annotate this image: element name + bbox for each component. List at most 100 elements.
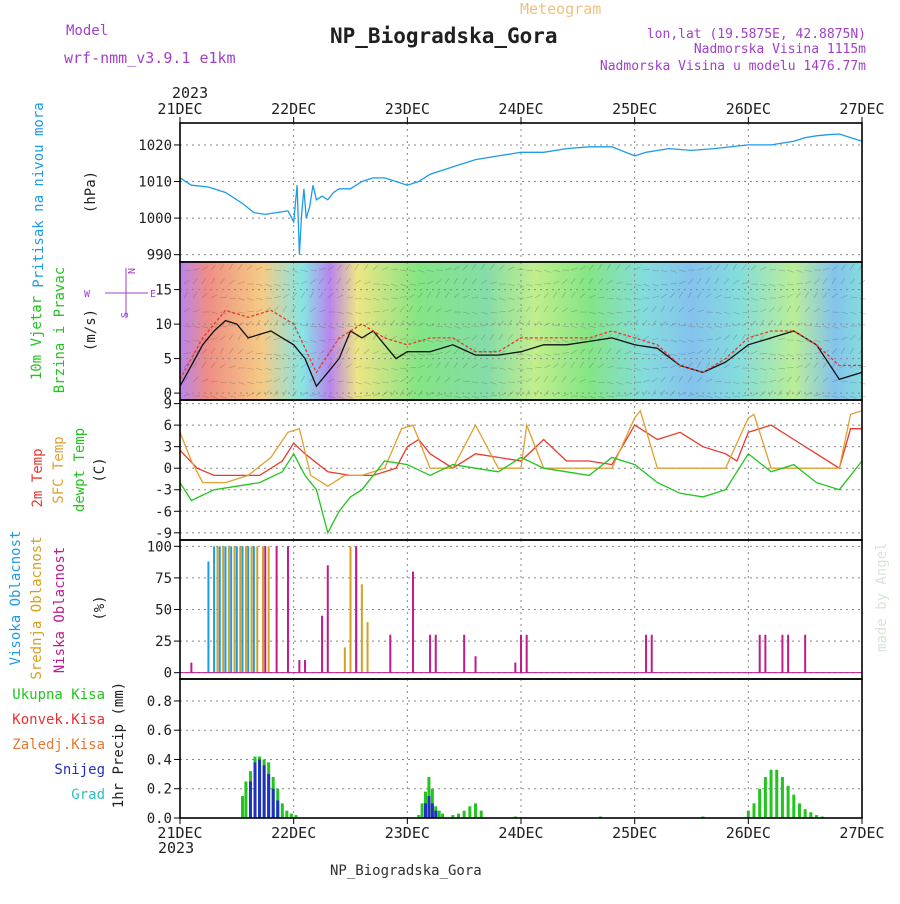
series-bar	[764, 777, 767, 818]
series-bar	[526, 635, 528, 673]
series-bar	[224, 546, 226, 672]
model-name: wrf-nmm_v3.9.1 e1km	[64, 49, 236, 67]
cloud-label-1: Visoka Oblacnost	[8, 531, 24, 666]
wind-barb-field	[180, 262, 862, 400]
series-bar	[244, 781, 247, 818]
series-bar	[217, 546, 219, 672]
footer-station: NP_Biogradska_Gora	[330, 863, 482, 879]
y-tick-label: 990	[147, 248, 172, 264]
panel-frame	[180, 123, 862, 262]
wind-unit: (m/s)	[83, 309, 99, 351]
series-bar	[344, 647, 346, 672]
series-bar	[389, 635, 391, 673]
time-tick-label-bottom: 22DEC	[271, 824, 316, 842]
series-bar	[251, 546, 253, 672]
series-bar	[268, 546, 270, 672]
series-bar	[327, 565, 329, 672]
series-bar	[435, 635, 437, 673]
precip-panel-labels: Ukupna Kisa Konvek.Kisa Zaledj.Kisa Snij…	[12, 682, 127, 808]
y-tick-label: 10	[155, 317, 172, 333]
model-label: Model	[66, 23, 108, 39]
temp-unit: (C)	[92, 457, 108, 482]
time-tick-label-top: 21DEC	[157, 100, 202, 118]
series-bar	[645, 635, 647, 673]
watermark: made by Angel	[874, 542, 890, 652]
y-tick-label: 25	[155, 634, 172, 650]
pressure-panel-labels: Pritisak na nivou mora (hPa)	[31, 102, 99, 287]
y-tick-label: 6	[164, 418, 172, 434]
series-bar	[355, 546, 357, 672]
series-bar	[809, 812, 812, 818]
series-bar	[463, 811, 466, 818]
series-bar	[222, 546, 224, 672]
lonlat-label: lon,lat (19.5875E, 42.8875N)	[647, 27, 866, 42]
series-bar	[241, 796, 244, 818]
y-tick-label: 0	[164, 666, 172, 682]
altitude-label: Nadmorska Visina 1115m	[694, 42, 866, 57]
time-tick-label-top: 27DEC	[839, 100, 884, 118]
series-bar	[242, 546, 244, 672]
cloud-panel-labels: Visoka Oblacnost Srednja Oblacnost Niska…	[8, 531, 108, 680]
series-bar	[753, 803, 756, 818]
y-tick-label: -6	[155, 504, 172, 520]
y-tick-label: 0.8	[147, 694, 172, 710]
y-tick-label: 100	[147, 539, 172, 555]
meteogram-label: Meteogram	[520, 0, 601, 18]
series-line	[180, 134, 862, 255]
series-bar	[258, 759, 261, 818]
series-bar	[254, 762, 257, 818]
compass-s: S	[120, 312, 131, 318]
precip-label-2: Konvek.Kisa	[12, 712, 105, 728]
series-bar	[276, 800, 279, 818]
pressure-unit: (hPa)	[83, 171, 99, 213]
station-title: NP_Biogradska_Gora	[330, 24, 558, 48]
precip-panel: 0.00.20.40.60.8	[147, 679, 862, 827]
series-bar	[263, 765, 266, 818]
series-bar	[249, 781, 252, 818]
time-tick-label-bottom: 27DEC	[839, 824, 884, 842]
cloud-unit: (%)	[92, 595, 108, 620]
precip-label-3: Zaledj.Kisa	[12, 737, 105, 753]
y-tick-label: 1010	[138, 175, 172, 191]
series-bar	[287, 546, 289, 672]
series-bar	[424, 803, 427, 818]
series-bar	[298, 660, 300, 673]
precip-label-4: Snijeg	[54, 762, 105, 778]
wind-panel-labels: 10m Vjetar Brzina i Pravac (m/s) N W E S	[29, 267, 156, 393]
series-bar	[764, 635, 766, 673]
compass-n: N	[125, 268, 136, 274]
time-tick-label-bottom: 23DEC	[385, 824, 430, 842]
series-bar	[429, 635, 431, 673]
series-bar	[427, 796, 430, 818]
series-bar	[245, 546, 247, 672]
temp-panel-labels: 2m Temp SFC Temp dewpt Temp (C)	[30, 428, 108, 512]
series-bar	[781, 777, 784, 818]
y-tick-label: 3	[164, 440, 172, 456]
wind-label-1: 10m Vjetar	[29, 296, 45, 380]
series-bar	[281, 803, 284, 818]
series-bar	[228, 546, 230, 672]
series-bar	[787, 635, 789, 673]
precip-unit: 1hr Precip (mm)	[111, 682, 127, 808]
y-tick-label: 0.6	[147, 723, 172, 739]
series-bar	[247, 546, 249, 672]
y-tick-label: 0.2	[147, 782, 172, 798]
series-bar	[350, 546, 352, 672]
series-bar	[480, 811, 483, 818]
y-tick-label: 50	[155, 603, 172, 619]
series-bar	[234, 546, 236, 672]
y-tick-label: 1000	[138, 211, 172, 227]
temp-label-2: SFC Temp	[51, 436, 67, 503]
precip-label-1: Ukupna Kisa	[12, 687, 105, 703]
time-tick-label-top: 25DEC	[612, 100, 657, 118]
series-bar	[651, 635, 653, 673]
series-bar	[262, 546, 264, 672]
series-bar	[775, 770, 778, 818]
panels: 990100010101020051015-9-6-30369025507510…	[138, 117, 866, 827]
series-bar	[468, 806, 471, 818]
series-bar	[304, 660, 306, 673]
time-tick-label-top: 24DEC	[498, 100, 543, 118]
series-bar	[276, 546, 278, 672]
